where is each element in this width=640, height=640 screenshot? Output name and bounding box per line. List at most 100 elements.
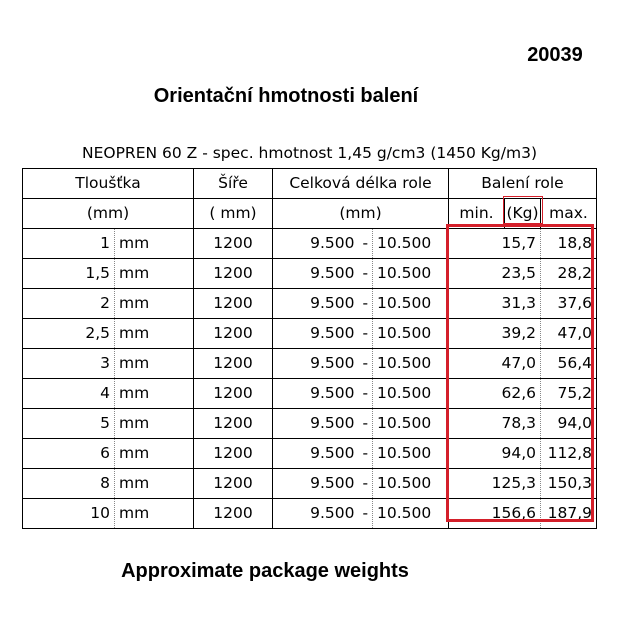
thickness-unit-cell: mm bbox=[114, 408, 194, 439]
length-max-cell: 10.500 bbox=[372, 258, 449, 289]
thickness-cell: 4 bbox=[22, 378, 115, 409]
thickness-unit-cell: mm bbox=[114, 288, 194, 319]
table-row: 1 mm 1200 9.500-10.500 15,7 18,8 bbox=[22, 228, 597, 259]
length-min-cell: 9.500 bbox=[272, 498, 359, 529]
header-min: min. bbox=[448, 198, 505, 229]
table-row: 5 mm 1200 9.500-10.500 78,3 94,0 bbox=[22, 408, 597, 439]
length-separator-cell: - bbox=[358, 438, 373, 469]
length-separator-cell: - bbox=[358, 228, 373, 259]
length-max-cell: 10.500 bbox=[372, 288, 449, 319]
thickness-cell: 6 bbox=[22, 438, 115, 469]
header-thickness: Tloušťka bbox=[22, 168, 194, 199]
length-separator-cell: - bbox=[358, 498, 373, 529]
header-max: max. bbox=[540, 198, 597, 229]
header-row-1: Tloušťka Šíře Celková délka role Balení … bbox=[22, 168, 597, 199]
weight-max-cell: 37,6 bbox=[540, 288, 597, 319]
weight-max-cell: 18,8 bbox=[540, 228, 597, 259]
weight-min-cell: 39,2 bbox=[448, 318, 541, 349]
table-row: 1,5 mm 1200 9.500-10.500 23,5 28,2 bbox=[22, 258, 597, 289]
thickness-unit-cell: mm bbox=[114, 228, 194, 259]
thickness-unit-cell: mm bbox=[114, 498, 194, 529]
weight-max-cell: 28,2 bbox=[540, 258, 597, 289]
weight-min-cell: 23,5 bbox=[448, 258, 541, 289]
page-title-english: Approximate package weights bbox=[121, 560, 409, 582]
length-min-cell: 9.500 bbox=[272, 258, 359, 289]
thickness-cell: 2,5 bbox=[22, 318, 115, 349]
thickness-unit-cell: mm bbox=[114, 468, 194, 499]
weight-min-cell: 47,0 bbox=[448, 348, 541, 379]
length-min-cell: 9.500 bbox=[272, 228, 359, 259]
spec-line: NEOPREN 60 Z - spec. hmotnost 1,45 g/cm3… bbox=[82, 144, 537, 162]
length-max-cell: 10.500 bbox=[372, 468, 449, 499]
table-row: 2 mm 1200 9.500-10.500 31,3 37,6 bbox=[22, 288, 597, 319]
width-cell: 1200 bbox=[193, 468, 273, 499]
width-cell: 1200 bbox=[193, 378, 273, 409]
header-row-2: (mm) ( mm) (mm) min. (Kg) max. bbox=[22, 198, 597, 229]
weight-min-cell: 78,3 bbox=[448, 408, 541, 439]
weight-max-cell: 75,2 bbox=[540, 378, 597, 409]
header-width-unit: ( mm) bbox=[193, 198, 273, 229]
length-min-cell: 9.500 bbox=[272, 468, 359, 499]
weights-table: Tloušťka Šíře Celková délka role Balení … bbox=[22, 168, 597, 529]
length-separator-cell: - bbox=[358, 348, 373, 379]
thickness-cell: 8 bbox=[22, 468, 115, 499]
header-package: Balení role bbox=[448, 168, 597, 199]
width-cell: 1200 bbox=[193, 318, 273, 349]
length-min-cell: 9.500 bbox=[272, 288, 359, 319]
weight-max-cell: 187,9 bbox=[540, 498, 597, 529]
length-min-cell: 9.500 bbox=[272, 438, 359, 469]
weight-min-cell: 15,7 bbox=[448, 228, 541, 259]
page-title-czech: Orientační hmotnosti balení bbox=[153, 85, 419, 107]
weight-max-cell: 150,3 bbox=[540, 468, 597, 499]
length-separator-cell: - bbox=[358, 288, 373, 319]
thickness-cell: 5 bbox=[22, 408, 115, 439]
width-cell: 1200 bbox=[193, 438, 273, 469]
table-row: 2,5 mm 1200 9.500-10.500 39,2 47,0 bbox=[22, 318, 597, 349]
length-separator-cell: - bbox=[358, 318, 373, 349]
weight-max-cell: 56,4 bbox=[540, 348, 597, 379]
thickness-unit-cell: mm bbox=[114, 318, 194, 349]
weight-min-cell: 31,3 bbox=[448, 288, 541, 319]
header-kg: (Kg) bbox=[504, 198, 541, 229]
thickness-cell: 10 bbox=[22, 498, 115, 529]
weight-max-cell: 112,8 bbox=[540, 438, 597, 469]
thickness-unit-cell: mm bbox=[114, 258, 194, 289]
thickness-unit-cell: mm bbox=[114, 378, 194, 409]
length-min-cell: 9.500 bbox=[272, 378, 359, 409]
length-max-cell: 10.500 bbox=[372, 348, 449, 379]
length-max-cell: 10.500 bbox=[372, 378, 449, 409]
table-row: 8 mm 1200 9.500-10.500 125,3 150,3 bbox=[22, 468, 597, 499]
length-min-cell: 9.500 bbox=[272, 318, 359, 349]
weight-max-cell: 47,0 bbox=[540, 318, 597, 349]
header-thickness-unit: (mm) bbox=[22, 198, 194, 229]
header-length-unit: (mm) bbox=[272, 198, 449, 229]
length-separator-cell: - bbox=[358, 408, 373, 439]
length-max-cell: 10.500 bbox=[372, 228, 449, 259]
width-cell: 1200 bbox=[193, 258, 273, 289]
weight-max-cell: 94,0 bbox=[540, 408, 597, 439]
thickness-unit-cell: mm bbox=[114, 438, 194, 469]
table-row: 10 mm 1200 9.500-10.500 156,6 187,9 bbox=[22, 498, 597, 529]
document-code: 20039 bbox=[527, 44, 583, 66]
table-row: 6 mm 1200 9.500-10.500 94,0 112,8 bbox=[22, 438, 597, 469]
length-separator-cell: - bbox=[358, 468, 373, 499]
thickness-cell: 1 bbox=[22, 228, 115, 259]
header-length: Celková délka role bbox=[272, 168, 449, 199]
width-cell: 1200 bbox=[193, 408, 273, 439]
length-separator-cell: - bbox=[358, 378, 373, 409]
header-width: Šíře bbox=[193, 168, 273, 199]
width-cell: 1200 bbox=[193, 288, 273, 319]
length-min-cell: 9.500 bbox=[272, 408, 359, 439]
length-max-cell: 10.500 bbox=[372, 318, 449, 349]
length-min-cell: 9.500 bbox=[272, 348, 359, 379]
width-cell: 1200 bbox=[193, 498, 273, 529]
thickness-cell: 1,5 bbox=[22, 258, 115, 289]
table-row: 4 mm 1200 9.500-10.500 62,6 75,2 bbox=[22, 378, 597, 409]
length-max-cell: 10.500 bbox=[372, 438, 449, 469]
weight-min-cell: 125,3 bbox=[448, 468, 541, 499]
thickness-cell: 2 bbox=[22, 288, 115, 319]
thickness-cell: 3 bbox=[22, 348, 115, 379]
length-max-cell: 10.500 bbox=[372, 498, 449, 529]
weight-min-cell: 62,6 bbox=[448, 378, 541, 409]
width-cell: 1200 bbox=[193, 348, 273, 379]
